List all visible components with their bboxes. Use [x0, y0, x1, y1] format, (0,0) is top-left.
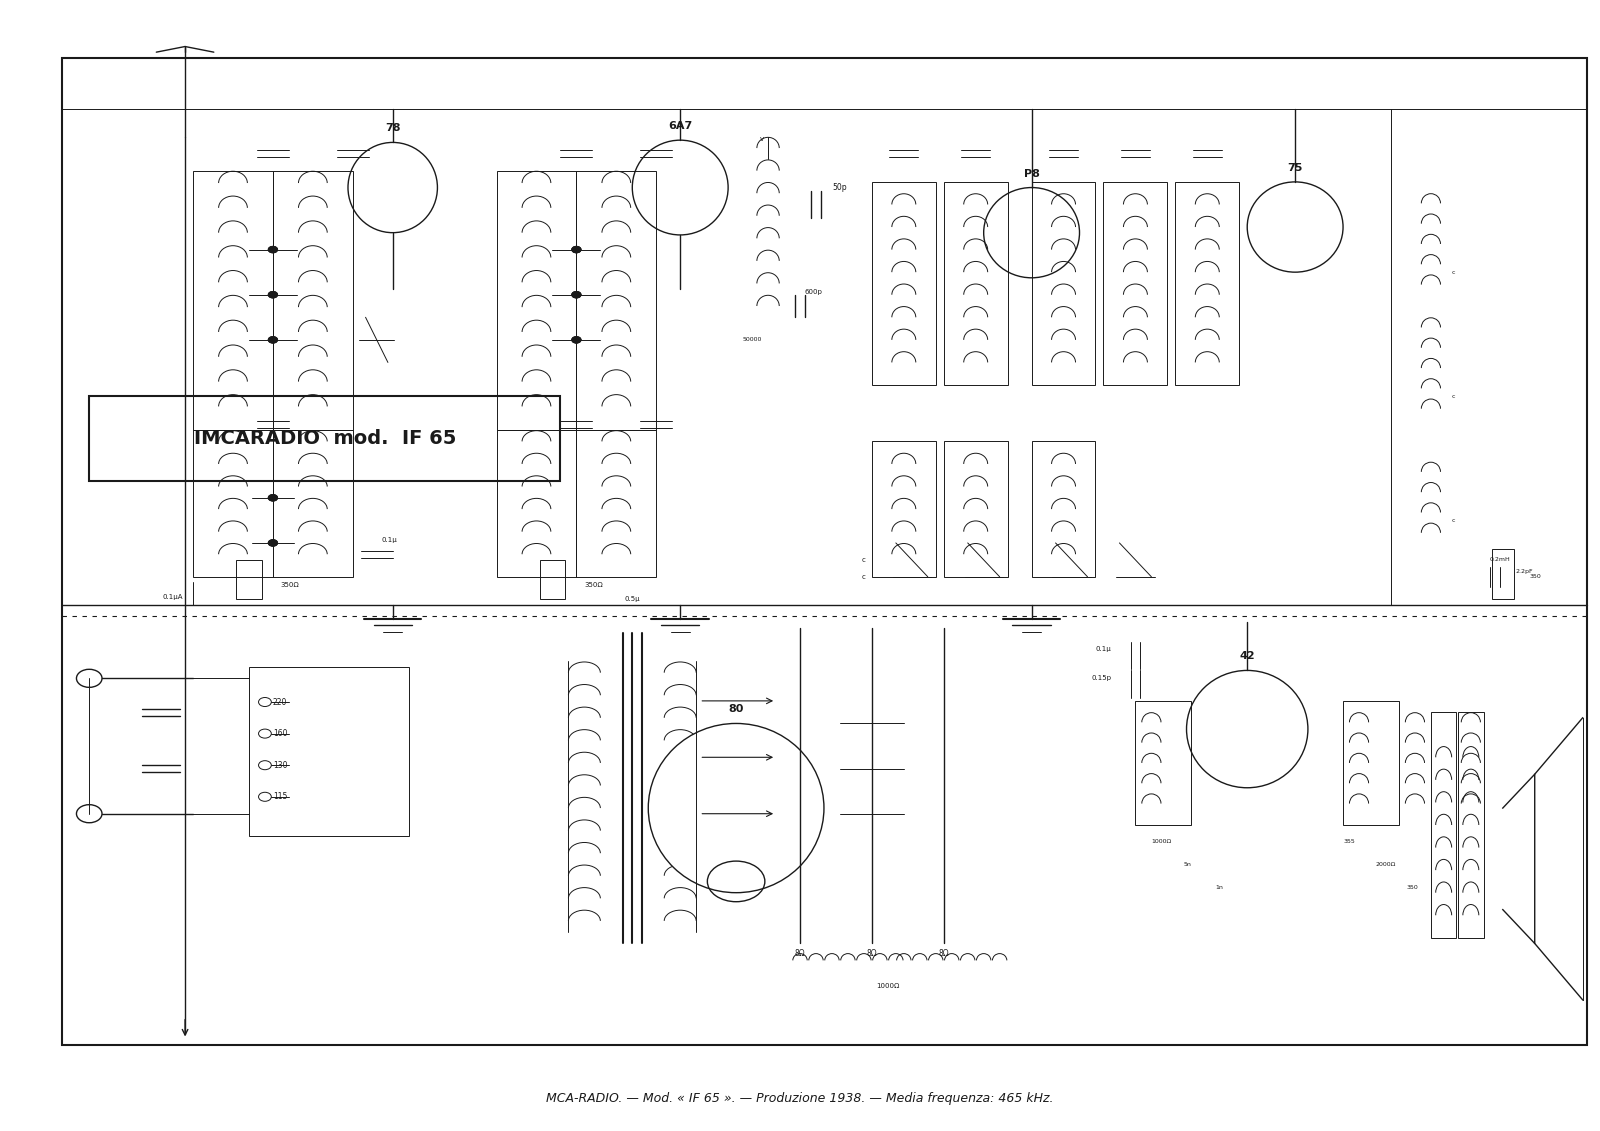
- Text: 1n: 1n: [1216, 884, 1222, 890]
- Circle shape: [571, 336, 581, 343]
- Text: c: c: [1451, 269, 1454, 275]
- Text: 1000Ω: 1000Ω: [877, 983, 899, 988]
- Text: 600p: 600p: [805, 290, 822, 295]
- Bar: [237, 560, 262, 599]
- Text: 350Ω: 350Ω: [584, 581, 603, 588]
- Text: 80: 80: [728, 705, 744, 715]
- Bar: [944, 441, 1008, 577]
- Text: 2000Ω: 2000Ω: [1374, 862, 1395, 867]
- Ellipse shape: [648, 724, 824, 892]
- Circle shape: [269, 247, 278, 253]
- Ellipse shape: [984, 188, 1080, 278]
- Text: 350: 350: [1530, 575, 1542, 579]
- Bar: [194, 171, 274, 430]
- Circle shape: [269, 292, 278, 299]
- Bar: [62, 58, 1587, 1045]
- Circle shape: [269, 292, 278, 299]
- Bar: [1136, 701, 1192, 824]
- Bar: [496, 430, 576, 577]
- Text: v: v: [760, 137, 763, 143]
- Text: 8Ω: 8Ω: [867, 949, 877, 958]
- Text: 42: 42: [1240, 651, 1254, 662]
- Text: 350: 350: [1406, 884, 1419, 890]
- Text: 75: 75: [1288, 163, 1302, 173]
- Text: 350Ω: 350Ω: [282, 581, 299, 588]
- Bar: [1458, 713, 1483, 938]
- Bar: [90, 396, 560, 481]
- Text: 0.1μ: 0.1μ: [381, 536, 397, 543]
- Circle shape: [269, 247, 278, 253]
- Bar: [576, 430, 656, 577]
- Bar: [1104, 182, 1168, 385]
- Text: c: c: [1451, 394, 1454, 399]
- Text: 220: 220: [274, 698, 288, 707]
- Circle shape: [571, 247, 581, 253]
- Circle shape: [269, 539, 278, 546]
- Text: P8: P8: [1024, 169, 1040, 179]
- Bar: [1430, 713, 1456, 938]
- Text: 130: 130: [274, 761, 288, 770]
- Text: IMCARADIO  mod.  IF 65: IMCARADIO mod. IF 65: [194, 429, 456, 448]
- Bar: [576, 171, 656, 430]
- Text: c: c: [862, 573, 866, 580]
- Bar: [872, 182, 936, 385]
- Circle shape: [269, 336, 278, 343]
- Text: 160: 160: [274, 729, 288, 739]
- Ellipse shape: [632, 140, 728, 235]
- Text: 0.15p: 0.15p: [1091, 675, 1112, 681]
- Text: 115: 115: [274, 793, 288, 801]
- Text: 6A7: 6A7: [669, 121, 693, 131]
- Bar: [944, 182, 1008, 385]
- Circle shape: [269, 336, 278, 343]
- Bar: [496, 171, 576, 430]
- Bar: [1032, 182, 1096, 385]
- Text: 78: 78: [386, 123, 400, 133]
- Ellipse shape: [347, 143, 437, 233]
- Bar: [194, 430, 274, 577]
- Text: 1000Ω: 1000Ω: [1152, 839, 1171, 845]
- Text: 8Ω: 8Ω: [939, 949, 949, 958]
- Bar: [872, 441, 936, 577]
- Ellipse shape: [1248, 182, 1342, 273]
- Text: c: c: [1451, 518, 1454, 523]
- Text: 355: 355: [1342, 839, 1355, 845]
- Text: 8Ω: 8Ω: [795, 949, 805, 958]
- Text: 0.1μ: 0.1μ: [1096, 646, 1112, 651]
- Bar: [274, 171, 352, 430]
- Circle shape: [269, 494, 278, 501]
- Text: 0.2mH: 0.2mH: [1490, 558, 1510, 562]
- Bar: [1176, 182, 1240, 385]
- Bar: [539, 560, 565, 599]
- Circle shape: [571, 336, 581, 343]
- Circle shape: [269, 494, 278, 501]
- Bar: [1032, 441, 1096, 577]
- Circle shape: [269, 539, 278, 546]
- Bar: [1491, 549, 1514, 599]
- Ellipse shape: [1187, 671, 1307, 788]
- Text: 2.2pF: 2.2pF: [1515, 569, 1533, 573]
- Text: 0.1μΑ: 0.1μΑ: [162, 594, 182, 599]
- Bar: [250, 667, 408, 836]
- Circle shape: [571, 292, 581, 299]
- Text: 5n: 5n: [1184, 862, 1192, 867]
- Bar: [274, 430, 352, 577]
- Bar: [1342, 701, 1398, 824]
- Text: MCA-RADIO. — Mod. « IF 65 ». — Produzione 1938. — Media frequenza: 465 kHz.: MCA-RADIO. — Mod. « IF 65 ». — Produzion…: [546, 1091, 1054, 1105]
- Text: 50p: 50p: [832, 183, 846, 192]
- Circle shape: [571, 292, 581, 299]
- Text: 50000: 50000: [742, 337, 762, 343]
- Text: c: c: [862, 556, 866, 563]
- Circle shape: [571, 247, 581, 253]
- Text: 0.5μ: 0.5μ: [624, 596, 640, 603]
